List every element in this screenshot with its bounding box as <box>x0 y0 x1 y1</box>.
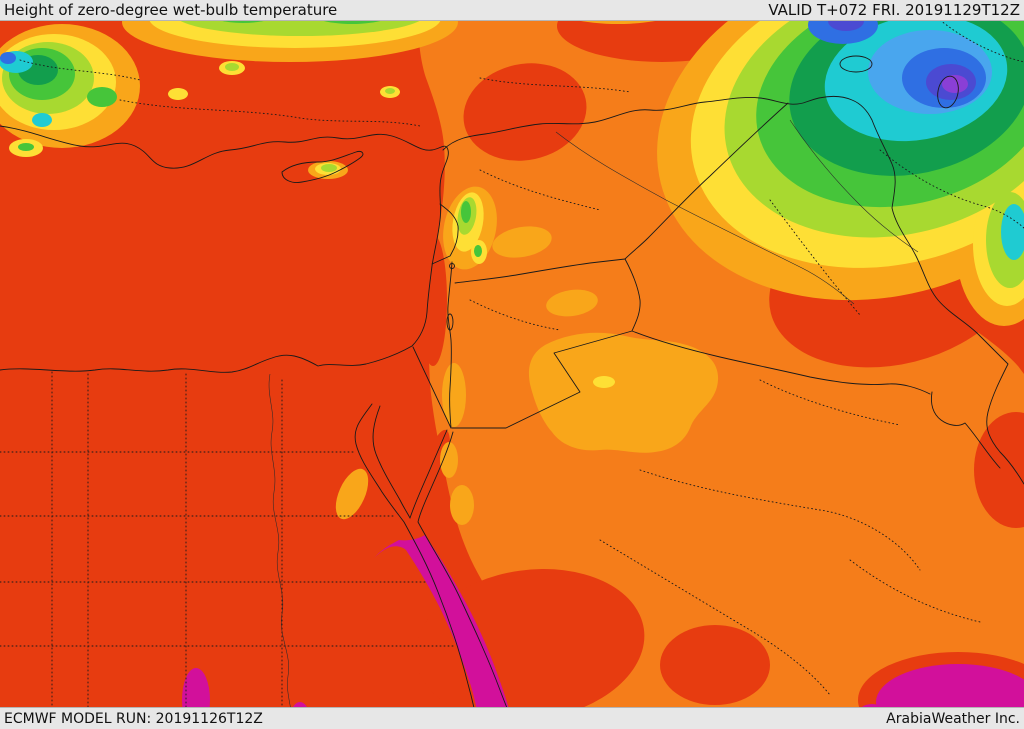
map-title: Height of zero-degree wet-bulb temperatu… <box>4 1 338 19</box>
euphrates-river <box>555 131 855 305</box>
bottom-info-bar: ECMWF MODEL RUN: 20191126T12Z ArabiaWeat… <box>0 707 1024 729</box>
syria-iraq-border <box>624 102 789 260</box>
cold-core-patches <box>0 0 1024 260</box>
saudi-admin-line <box>639 469 921 571</box>
red-strip-levant-coast <box>419 234 447 366</box>
lake-urmia-outline <box>937 75 959 109</box>
lakes <box>446 55 959 331</box>
gulf-of-suez-west-coast <box>354 403 479 729</box>
saudi-admin-line <box>599 539 831 696</box>
cyan-spot-west <box>32 113 52 127</box>
sinai-west-coast <box>372 405 411 519</box>
syria-jordan-border <box>454 258 626 284</box>
coastlines <box>0 125 516 729</box>
cyprus-outline <box>281 151 364 183</box>
valid-time-label: VALID T+072 FRI. 20191129T12Z <box>768 1 1020 19</box>
syria-admin-line <box>479 169 601 211</box>
kuwait-border <box>930 391 1001 469</box>
green-spot <box>87 87 117 107</box>
amber-spot <box>442 363 466 427</box>
lightgreen-spot-cyprus <box>321 164 337 172</box>
mediterranean-levant-egypt-coast <box>0 125 449 373</box>
sinai-east-coast <box>409 429 448 519</box>
jordan-saudi-zigzag-border <box>451 330 633 429</box>
branding-label: ArabiaWeather Inc. <box>886 710 1020 727</box>
iran-admin-line <box>939 19 1024 63</box>
green-spot-antilebanon <box>474 245 482 257</box>
turkey-admin-line <box>119 99 421 127</box>
saudi-admin-line <box>849 559 981 623</box>
jordan-iraq-border <box>624 258 641 332</box>
jordan-admin-line <box>469 299 561 331</box>
lightgreen-spot <box>385 88 395 94</box>
green-spot-lebanon <box>461 201 471 223</box>
turkey-syria-iraq-iran-border <box>442 95 1024 485</box>
lebanon-border <box>431 203 459 265</box>
iraq-saudi-border <box>631 330 931 395</box>
top-info-bar: Height of zero-degree wet-bulb temperatu… <box>0 0 1024 21</box>
aqaba-east-saudi-red-sea-coast <box>417 431 516 729</box>
israel-jordan-valley-border <box>447 261 453 429</box>
lightgreen-spot <box>225 63 239 71</box>
rivers <box>268 119 919 729</box>
yellow-spot <box>168 88 188 100</box>
amber-spot-damascus <box>492 226 552 258</box>
sea-of-galilee-outline <box>449 263 455 269</box>
magenta-red-sea <box>374 535 514 729</box>
amber-spot-suez <box>335 468 369 520</box>
nile-river <box>268 373 293 729</box>
red-patch-saudi-south <box>660 625 770 705</box>
iraq-admin-line <box>769 199 861 316</box>
cyan-spot <box>1001 204 1024 260</box>
purple-core <box>942 75 968 93</box>
green-spot <box>18 143 34 151</box>
dead-sea-outline <box>446 313 454 331</box>
red-patch-persian-gulf <box>974 412 1024 528</box>
red-patch-north-syria <box>463 63 587 161</box>
turkey-admin-line <box>479 77 631 93</box>
saudi-admin-line <box>759 379 901 426</box>
israel-egypt-border <box>412 346 452 429</box>
yellow-spot-desert <box>593 376 615 388</box>
tigris-river <box>789 119 919 253</box>
amber-spot <box>450 485 474 525</box>
blue-spot <box>0 52 16 64</box>
amber-patch-jordan-nsaudi <box>528 332 719 453</box>
country-borders <box>412 95 1024 485</box>
admin-dotted-borders <box>0 19 1024 729</box>
amber-spot <box>440 442 458 478</box>
model-run-label: ECMWF MODEL RUN: 20191126T12Z <box>4 710 263 727</box>
orange-region <box>418 0 1024 729</box>
amber-spot <box>546 289 598 317</box>
orange-main-region <box>418 0 1024 729</box>
turkey-admin-line <box>19 59 141 81</box>
lake-van-outline <box>839 55 873 73</box>
